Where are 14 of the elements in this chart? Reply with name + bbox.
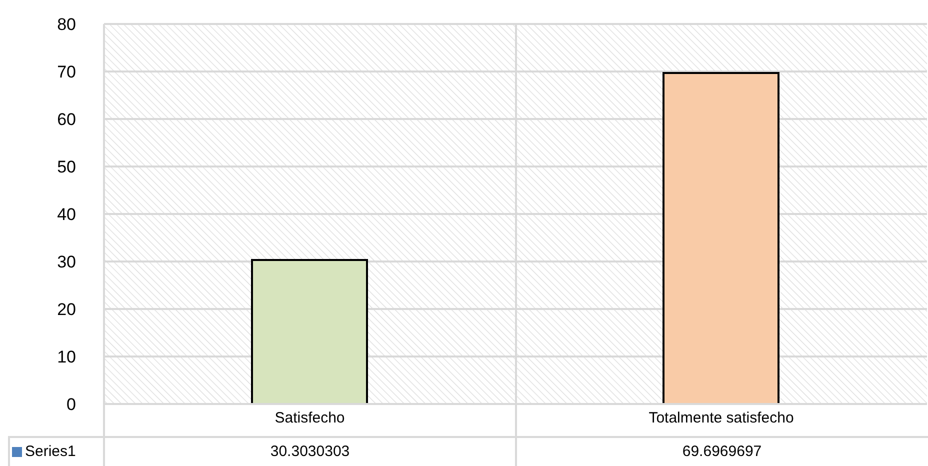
data-label: 30.3030303 bbox=[269, 443, 351, 460]
data-label: 69.6969697 bbox=[681, 443, 763, 460]
x-tick-label: Totalmente satisfecho bbox=[648, 410, 794, 427]
y-tick-label: 10 bbox=[57, 348, 76, 367]
y-tick-label: 80 bbox=[57, 15, 76, 34]
y-tick-label: 40 bbox=[57, 205, 76, 224]
y-tick-label: 0 bbox=[66, 395, 76, 414]
y-tick-label: 70 bbox=[57, 62, 76, 82]
text: Series1 bbox=[25, 443, 76, 460]
y-tick-label: 20 bbox=[57, 300, 76, 320]
y-tick-label: 50 bbox=[57, 158, 76, 177]
y-tick-label: 60 bbox=[57, 110, 76, 130]
x-tick-label: Satisfecho bbox=[274, 410, 345, 427]
y-tick-label: 30 bbox=[57, 252, 76, 272]
